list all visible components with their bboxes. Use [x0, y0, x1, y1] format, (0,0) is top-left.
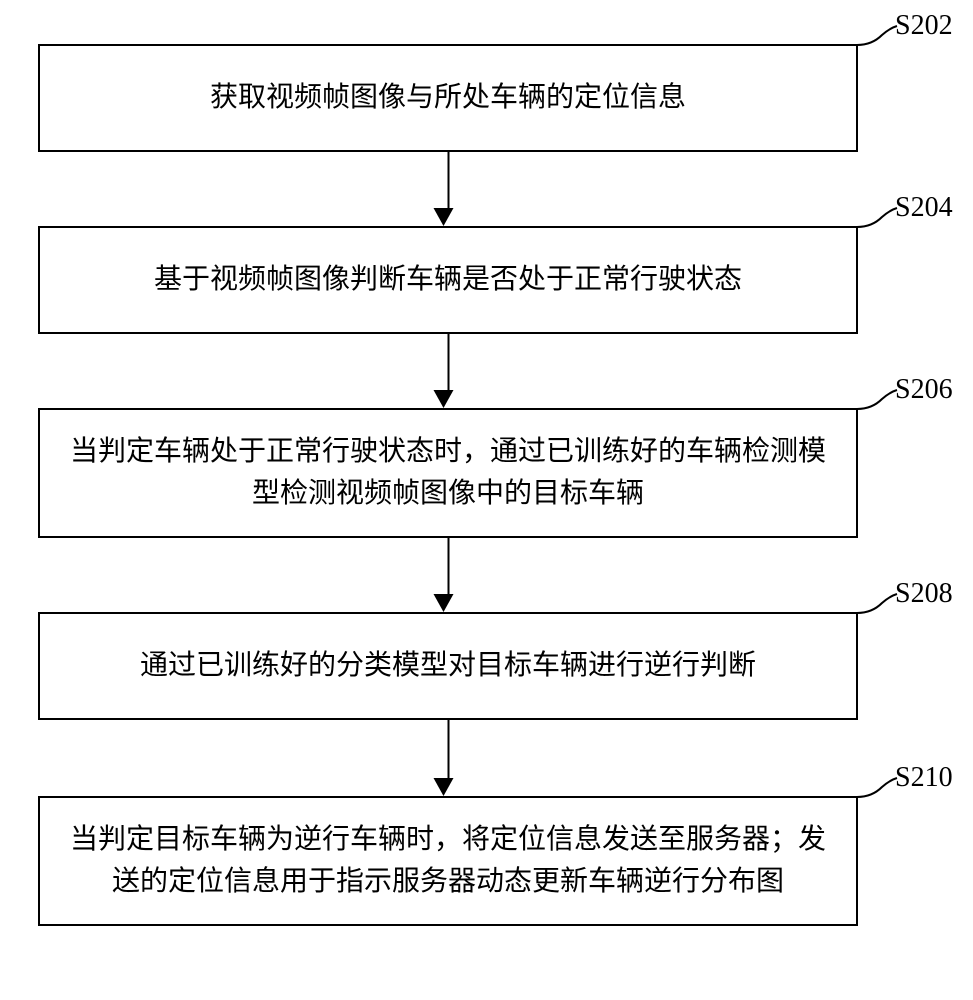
arrow-4	[443, 720, 454, 796]
step-label-s202: S202	[895, 10, 953, 42]
flowchart-container: 获取视频帧图像与所处车辆的定位信息 S202 基于视频帧图像判断车辆是否处于正常…	[0, 0, 973, 1000]
step-box-s206: 当判定车辆处于正常行驶状态时，通过已训练好的车辆检测模型检测视频帧图像中的目标车…	[38, 408, 858, 538]
step-box-s208: 通过已训练好的分类模型对目标车辆进行逆行判断	[38, 612, 858, 720]
arrow-1	[443, 152, 454, 226]
step-label-s206: S206	[895, 374, 953, 406]
step-label-s208: S208	[895, 578, 953, 610]
step-text-s206: 当判定车辆处于正常行驶状态时，通过已训练好的车辆检测模型检测视频帧图像中的目标车…	[64, 431, 832, 515]
step-label-s204: S204	[895, 192, 953, 224]
step-label-s210: S210	[895, 762, 953, 794]
step-text-s210: 当判定目标车辆为逆行车辆时，将定位信息发送至服务器；发送的定位信息用于指示服务器…	[64, 819, 832, 903]
arrow-3	[443, 538, 454, 612]
step-text-s202: 获取视频帧图像与所处车辆的定位信息	[210, 77, 686, 119]
step-text-s204: 基于视频帧图像判断车辆是否处于正常行驶状态	[154, 259, 742, 301]
step-text-s208: 通过已训练好的分类模型对目标车辆进行逆行判断	[140, 645, 756, 687]
step-box-s204: 基于视频帧图像判断车辆是否处于正常行驶状态	[38, 226, 858, 334]
arrow-2	[443, 334, 454, 408]
step-box-s210: 当判定目标车辆为逆行车辆时，将定位信息发送至服务器；发送的定位信息用于指示服务器…	[38, 796, 858, 926]
step-box-s202: 获取视频帧图像与所处车辆的定位信息	[38, 44, 858, 152]
